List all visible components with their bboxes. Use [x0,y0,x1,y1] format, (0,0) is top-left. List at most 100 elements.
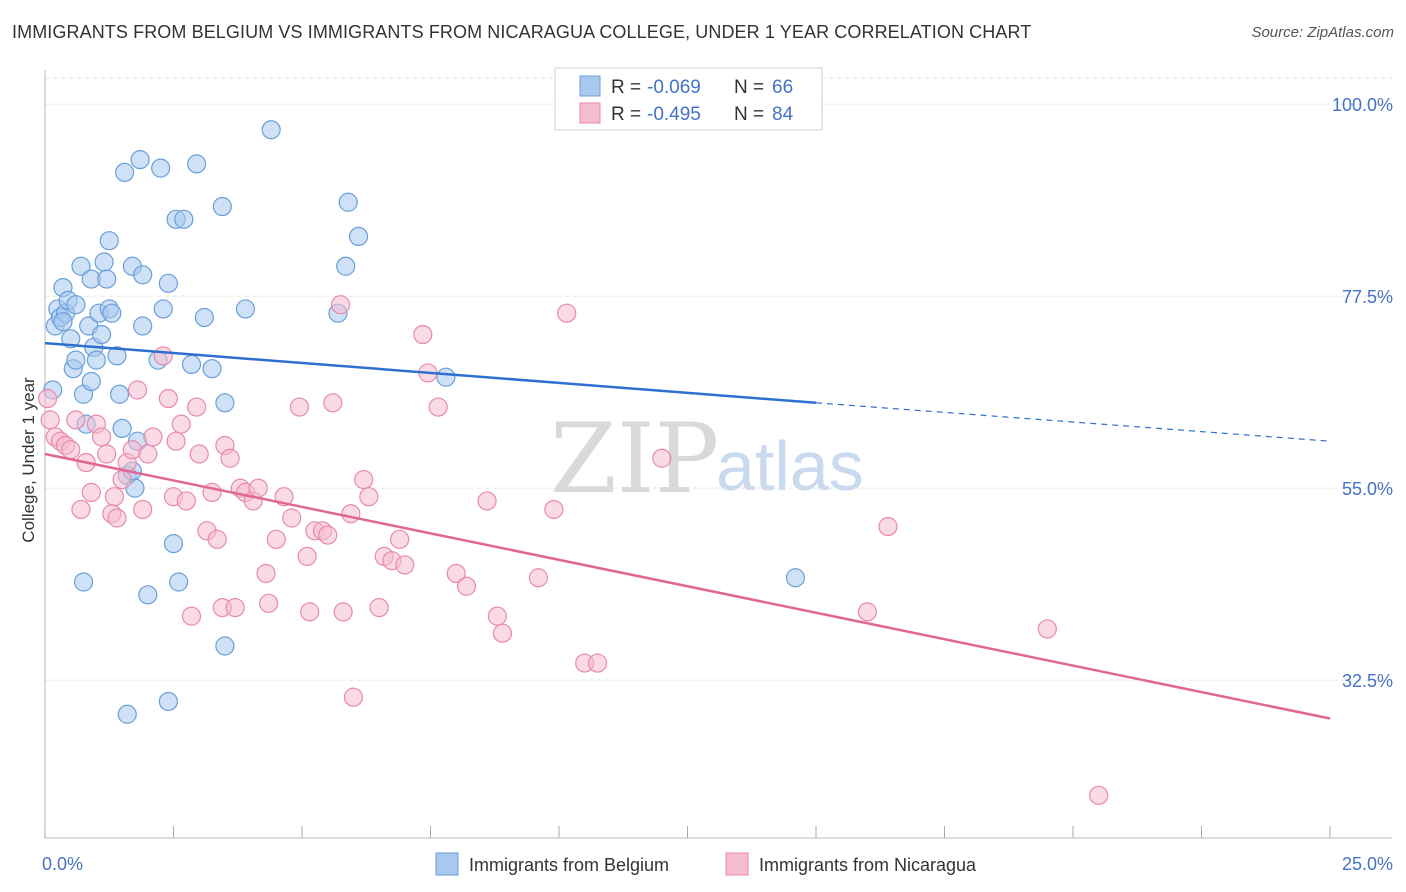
nicaragua-point [318,525,338,545]
legend-correlation: R = -0.069 N = 66 R = -0.495 N = 84 [554,67,823,131]
nicaragua-point [297,546,317,567]
legend-swatch-belgium [579,75,601,97]
belgium-point [348,226,369,246]
nicaragua-point [91,427,112,447]
nicaragua-trend-line [44,452,1331,720]
nicaragua-point [112,470,132,490]
nicaragua-point [390,529,410,549]
belgium-point [215,636,235,656]
belgium-point [174,209,194,229]
belgium-point [91,324,112,345]
y-tick-label: 77.5% [1342,287,1393,307]
belgium-point [336,256,356,276]
nicaragua-point [343,687,363,707]
nicaragua-point [544,499,564,520]
nicaragua-point [289,397,310,417]
nicaragua-point [557,303,577,323]
belgium-trend-extension [815,402,1331,442]
belgium-point [115,162,135,182]
nicaragua-point [395,555,415,575]
trend-lines [44,341,1331,720]
legend-r-value-nicaragua: -0.495 [647,104,701,125]
x-tick-label-min: 0.0% [42,854,83,874]
belgium-point [181,354,202,374]
nicaragua-point [171,414,191,434]
belgium-point [133,316,153,336]
nicaragua-point [333,602,353,622]
nicaragua-point [187,397,207,417]
belgium-point [158,691,178,712]
nicaragua-point [359,487,379,507]
nicaragua-point [176,491,196,511]
nicaragua-point [857,602,878,622]
legend-n-value-belgium: 66 [772,77,793,98]
bottom-legend-label-belgium: Immigrants from Belgium [469,855,669,875]
nicaragua-point [225,597,245,618]
nicaragua-point [81,482,101,502]
belgium-point [53,312,73,332]
nicaragua-point [133,499,153,520]
belgium-point [153,299,173,319]
belgium-point [187,154,207,174]
belgium-point [86,350,107,370]
belgium-point [151,158,171,178]
belgium-point [117,704,137,724]
nicaragua-point [166,431,186,451]
belgium-point [133,265,153,285]
nicaragua-point [1037,619,1057,639]
nicaragua-point [158,388,178,409]
nicaragua-point [1089,785,1109,805]
belgium-point [169,572,189,592]
nicaragua-point [323,393,343,413]
nicaragua-point [207,529,227,549]
nicaragua-point [282,508,302,528]
nicaragua-point [330,295,351,315]
legend-n-value-nicaragua: 84 [772,104,794,125]
belgium-trend-line [44,341,817,405]
nicaragua-points [37,295,1109,805]
nicaragua-point [369,597,389,618]
grid-lines [45,77,1392,681]
nicaragua-point [127,380,148,400]
nicaragua-point [220,448,240,468]
source-label: Source: ZipAtlas.com [1251,24,1394,41]
belgium-point [71,256,91,276]
belgium-point [112,418,132,438]
legend-r-value-belgium: -0.069 [647,77,701,98]
belgium-point [338,192,358,212]
belgium-point [130,150,150,170]
nicaragua-point [477,491,497,511]
nicaragua-point [66,410,86,430]
nicaragua-point [456,576,477,596]
belgium-point [81,371,101,392]
nicaragua-point [341,504,361,524]
legend-n-label-nicaragua: N = [734,104,764,125]
bottom-legend-swatch-nicaragua [725,852,749,876]
nicaragua-point [181,606,202,626]
nicaragua-point [256,563,276,584]
nicaragua-point [138,444,158,464]
nicaragua-point [487,606,507,626]
y-axis-title: College, Under 1 year [19,377,38,543]
nicaragua-point [428,397,448,417]
nicaragua-point [878,516,898,537]
belgium-point [107,346,127,366]
nicaragua-point [71,499,91,520]
nicaragua-point [354,470,374,490]
nicaragua-point [143,427,163,447]
nicaragua-point [300,602,320,622]
belgium-point [66,295,86,315]
belgium-point [138,585,158,605]
belgium-point [163,533,184,554]
nicaragua-point [40,410,60,430]
x-tick-label-max: 25.0% [1342,854,1393,874]
bottom-legend-swatch-belgium [435,852,459,876]
legend-series: Immigrants from Belgium Immigrants from … [435,852,977,876]
nicaragua-point [97,444,117,464]
legend-n-label-belgium: N = [734,77,764,98]
y-tick-label: 100.0% [1332,95,1393,115]
belgium-point [66,350,86,370]
belgium-point [436,367,456,387]
nicaragua-point [528,568,549,588]
